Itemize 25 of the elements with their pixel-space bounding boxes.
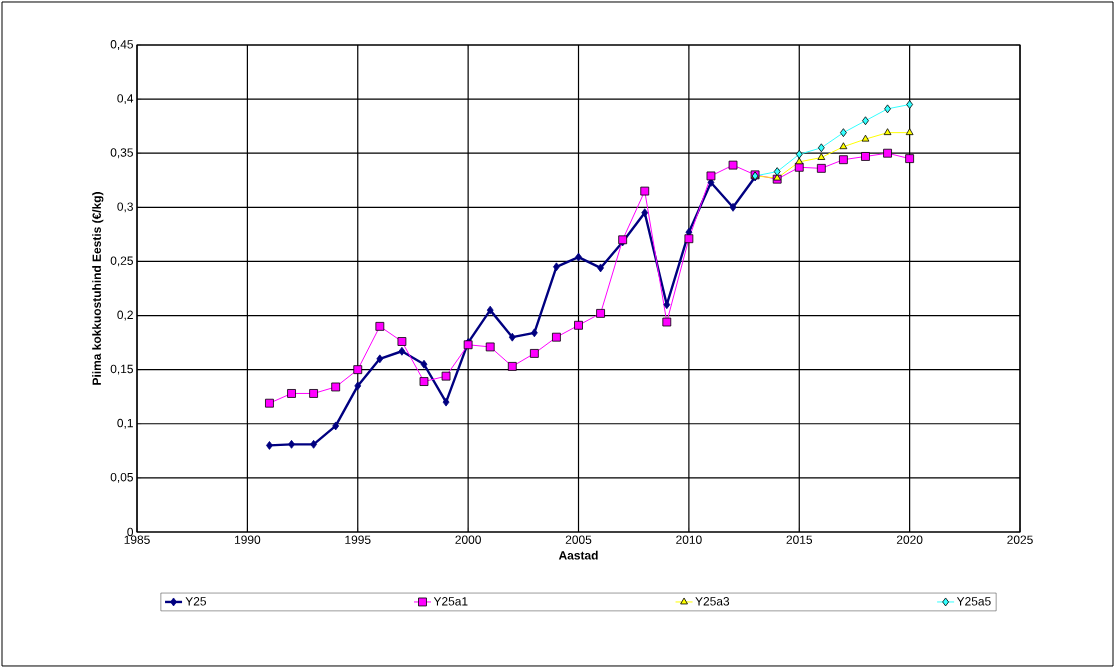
legend-label: Y25	[185, 597, 206, 606]
legend-label: Y25a3	[695, 597, 730, 606]
y-tick-label: 0,25	[110, 256, 133, 267]
legend-label: Y25a5	[956, 597, 991, 606]
y-tick-label: 0,4	[117, 94, 134, 105]
x-tick-label: 2015	[786, 535, 813, 544]
y-tick-label: 0,35	[110, 148, 133, 159]
x-tick-label: 2010	[676, 535, 702, 544]
y-tick-label: 0,3	[117, 202, 133, 213]
y-tick-label: 0,15	[110, 364, 133, 375]
y-tick-label: 0,2	[117, 310, 133, 321]
x-tick-label: 2025	[1007, 535, 1033, 544]
x-tick-label: 2020	[896, 535, 923, 544]
x-tick-label: 2005	[565, 535, 592, 544]
legend-label: Y25a1	[433, 597, 468, 606]
y-tick-label: 0,45	[110, 40, 133, 50]
y-tick-label: 0,05	[110, 472, 133, 483]
x-tick-label: 1990	[234, 535, 261, 544]
y-tick-label: 0,1	[117, 418, 133, 429]
y-axis-title: Piima kokkuostuhind Eestis (€/kg)	[92, 192, 104, 385]
x-axis-title: Aastad	[558, 550, 598, 560]
x-tick-label: 2000	[455, 535, 481, 544]
x-tick-label: 1995	[345, 535, 371, 544]
x-tick-label: 1985	[124, 535, 150, 544]
y-tick-label: 0	[127, 527, 134, 537]
